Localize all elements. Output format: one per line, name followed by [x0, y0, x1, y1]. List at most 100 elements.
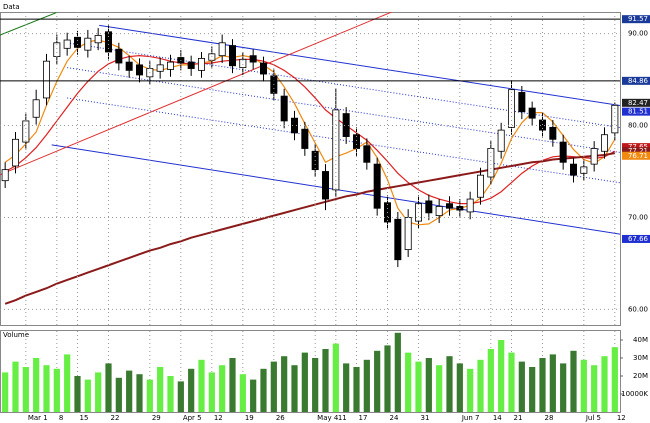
volume-bar: [64, 354, 71, 412]
volume-bar: [384, 345, 391, 412]
volume-bar: [74, 376, 81, 412]
volume-bar: [415, 361, 422, 412]
volume-bar: [167, 376, 174, 412]
candle-body: [290, 117, 298, 134]
volume-bar: [115, 377, 122, 412]
volume-bar: [467, 368, 474, 412]
volume-bar: [312, 358, 319, 412]
x-tick-label: Jun 7: [461, 414, 480, 422]
volume-panel: [0, 330, 621, 413]
price-label-box: [622, 107, 650, 116]
candle-body: [425, 200, 433, 214]
x-tick-label: 11: [338, 414, 347, 422]
price-label: 84.86: [628, 77, 649, 85]
x-tick-label: 8: [59, 414, 63, 422]
price-label-box: [622, 76, 650, 85]
x-tick-label: 12: [214, 414, 223, 422]
candle-body: [280, 95, 288, 122]
x-tick-label: 31: [421, 414, 430, 422]
candle-body: [1, 169, 9, 182]
candle-body: [125, 61, 133, 71]
volume-bar: [529, 367, 536, 412]
candle-body: [301, 128, 309, 149]
candle-body: [559, 141, 567, 163]
x-tick-label: Mar 1: [28, 414, 48, 422]
candle-body: [342, 113, 350, 137]
volume-bar: [188, 368, 195, 412]
trendline: [67, 67, 620, 153]
volume-bar: [219, 365, 226, 412]
x-tick-label: Jul 5: [585, 414, 601, 422]
volume-bar: [126, 370, 133, 412]
candle-body: [74, 36, 82, 48]
price-label: 77.21: [628, 147, 648, 155]
x-tick-label: 14: [493, 414, 502, 422]
candle-body: [228, 45, 236, 67]
candle-body: [394, 218, 402, 261]
candle-body: [115, 48, 123, 64]
plot-area: [0, 12, 620, 305]
x-tick-label: 29: [152, 414, 161, 422]
trendline: [0, 12, 59, 36]
price-label: 67.66: [628, 235, 649, 243]
volume-tick-label: 40M: [633, 336, 648, 344]
x-tick-label: 28: [545, 414, 554, 422]
candle-body: [11, 138, 19, 167]
price-label: 76.71: [628, 152, 648, 160]
candle-body: [497, 129, 505, 152]
volume-bar: [95, 372, 102, 412]
volume-bar: [208, 372, 215, 412]
candle-body: [601, 134, 609, 152]
volume-bar: [229, 358, 236, 412]
volume-bar: [239, 374, 246, 412]
x-tick-label: Apr 5: [183, 414, 202, 422]
volume-bar: [136, 374, 143, 412]
trendline: [67, 97, 620, 184]
candle-body: [590, 148, 598, 165]
candle-body: [84, 37, 92, 51]
price-label: 91.57: [628, 15, 648, 23]
price-label-box: [622, 15, 650, 24]
candle-body: [259, 62, 267, 75]
volume-bar: [332, 343, 339, 412]
candle-body: [321, 171, 329, 200]
volume-tick-label: 30M: [633, 354, 648, 362]
volume-bar: [508, 352, 515, 412]
volume-bar: [456, 363, 463, 412]
volume-bar: [374, 350, 381, 412]
trendline: [0, 12, 392, 176]
candle-body: [32, 99, 40, 118]
volume-bar: [487, 349, 494, 412]
candle-body: [466, 198, 474, 213]
volume-bar: [477, 359, 484, 412]
volume-bar: [301, 352, 308, 412]
volume-bar: [353, 367, 360, 412]
volume-bar: [291, 365, 298, 412]
candle-body: [580, 166, 588, 174]
volume-bar: [591, 365, 598, 412]
price-label-box: [622, 151, 650, 160]
y-tick-label: 60.00: [628, 305, 648, 313]
candle-body: [239, 58, 247, 69]
volume-bar: [601, 356, 608, 412]
x-tick-label: May 4: [317, 414, 339, 422]
volume-bar: [33, 358, 40, 412]
candle-body: [570, 163, 578, 176]
x-tick-label: 22: [111, 414, 120, 422]
price-label-box: [622, 147, 650, 156]
volume-bar: [611, 347, 618, 412]
volume-bar: [343, 363, 350, 412]
candle-body: [156, 64, 164, 72]
moving-average: [4, 152, 616, 305]
volume-bar: [198, 359, 205, 412]
volume-bar: [425, 358, 432, 412]
x-tick-label: 17: [359, 414, 368, 422]
volume-bar: [570, 350, 577, 412]
x-tick-label: 24: [390, 414, 399, 422]
volume-bar: [43, 365, 50, 412]
price-label: 77.65: [628, 143, 648, 151]
volume-bar: [260, 368, 267, 412]
candle-body: [332, 109, 340, 191]
candle-body: [43, 60, 51, 99]
